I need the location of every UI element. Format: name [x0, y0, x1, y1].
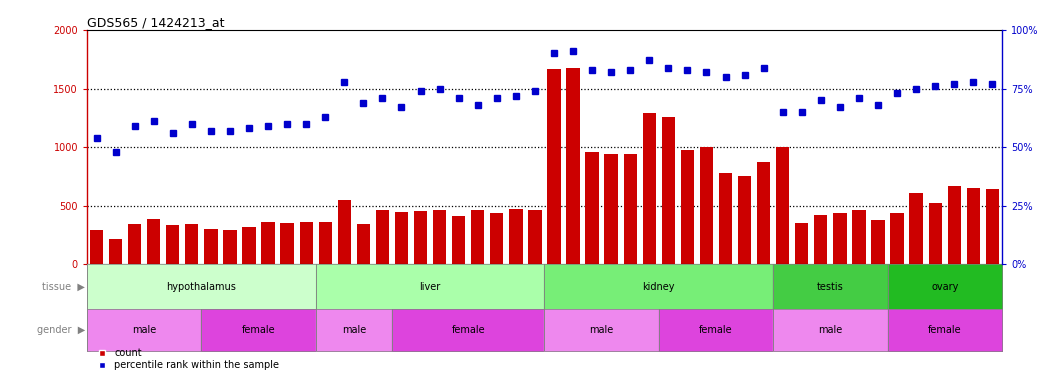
- Bar: [90, 230, 103, 264]
- Bar: [624, 154, 637, 264]
- Bar: [738, 176, 751, 264]
- Bar: [204, 229, 218, 264]
- Bar: [852, 210, 866, 264]
- Bar: [795, 223, 808, 264]
- Bar: [509, 209, 523, 264]
- Bar: [833, 213, 847, 264]
- Bar: [376, 210, 389, 264]
- Bar: [700, 147, 713, 264]
- Bar: [814, 214, 828, 264]
- Bar: [910, 193, 923, 264]
- Bar: [929, 203, 942, 264]
- Text: female: female: [452, 325, 485, 335]
- Bar: [395, 211, 408, 264]
- Bar: [452, 216, 465, 264]
- Bar: [185, 224, 198, 264]
- Bar: [986, 189, 999, 264]
- Bar: [166, 225, 179, 264]
- Bar: [490, 213, 503, 264]
- Bar: [681, 150, 694, 264]
- Bar: [147, 219, 160, 264]
- Text: male: male: [589, 325, 614, 335]
- Text: GDS565 / 1424213_at: GDS565 / 1424213_at: [87, 16, 224, 29]
- Text: male: male: [132, 325, 156, 335]
- Text: male: male: [818, 325, 843, 335]
- Bar: [109, 239, 123, 264]
- Text: male: male: [342, 325, 366, 335]
- Legend: count, percentile rank within the sample: count, percentile rank within the sample: [92, 348, 279, 370]
- Bar: [261, 222, 275, 264]
- Text: female: female: [699, 325, 733, 335]
- Bar: [719, 173, 733, 264]
- Bar: [433, 210, 446, 264]
- Bar: [776, 147, 789, 264]
- Bar: [414, 211, 428, 264]
- Bar: [337, 200, 351, 264]
- Text: hypothalamus: hypothalamus: [167, 282, 236, 292]
- Bar: [547, 69, 561, 264]
- Bar: [300, 222, 313, 264]
- Text: female: female: [242, 325, 276, 335]
- Bar: [242, 227, 256, 264]
- Text: kidney: kidney: [642, 282, 675, 292]
- Bar: [528, 210, 542, 264]
- Text: tissue  ▶: tissue ▶: [42, 282, 85, 292]
- Bar: [947, 186, 961, 264]
- Text: testis: testis: [817, 282, 844, 292]
- Bar: [566, 68, 580, 264]
- Bar: [281, 223, 293, 264]
- Bar: [586, 152, 598, 264]
- Bar: [891, 213, 903, 264]
- Text: liver: liver: [419, 282, 441, 292]
- Bar: [661, 117, 675, 264]
- Bar: [605, 154, 618, 264]
- Bar: [319, 222, 332, 264]
- Text: female: female: [927, 325, 961, 335]
- Bar: [757, 162, 770, 264]
- Bar: [871, 220, 885, 264]
- Text: gender  ▶: gender ▶: [37, 325, 85, 335]
- Bar: [471, 210, 484, 264]
- Bar: [223, 230, 237, 264]
- Text: ovary: ovary: [931, 282, 958, 292]
- Bar: [356, 224, 370, 264]
- Bar: [966, 188, 980, 264]
- Bar: [128, 224, 141, 264]
- Bar: [642, 112, 656, 264]
